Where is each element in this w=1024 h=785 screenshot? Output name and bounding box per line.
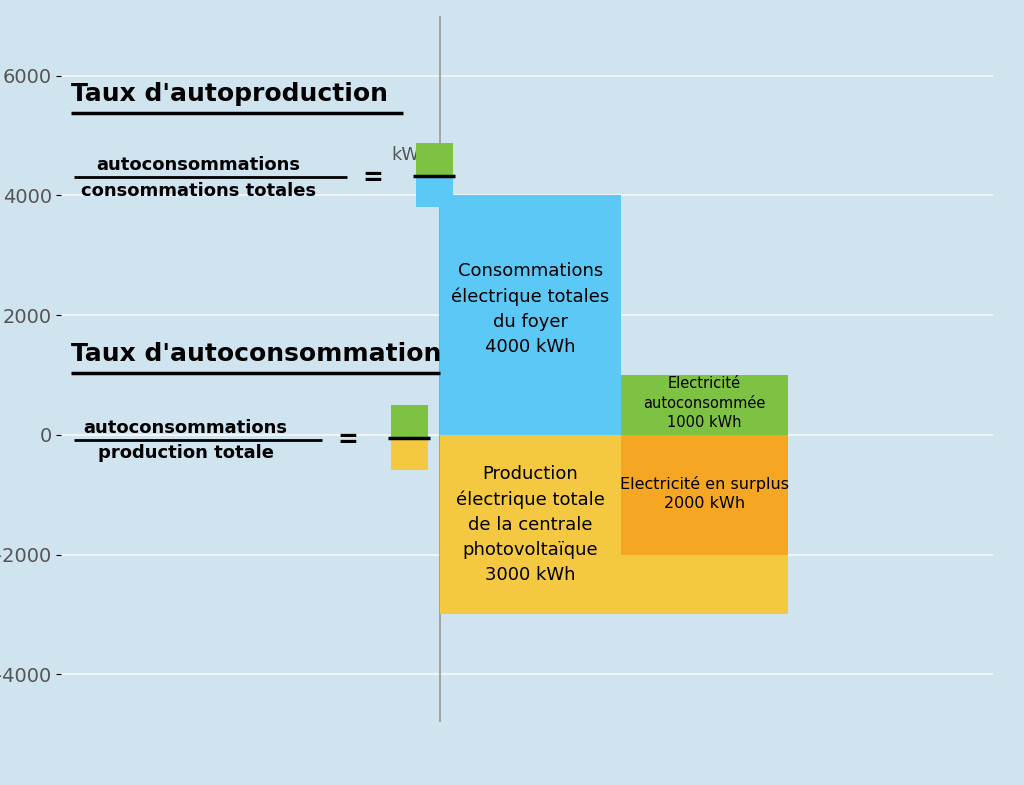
Text: =: =	[362, 166, 383, 190]
Text: Electricité en surplus
2000 kWh: Electricité en surplus 2000 kWh	[620, 476, 788, 511]
Text: consommations totales: consommations totales	[81, 181, 315, 199]
Text: autoconsommations: autoconsommations	[96, 156, 300, 174]
Text: =: =	[337, 428, 358, 452]
Text: Taux d'autoconsommation: Taux d'autoconsommation	[72, 342, 441, 366]
Bar	[440, 435, 788, 615]
Bar	[391, 405, 428, 438]
Bar	[621, 375, 788, 435]
Text: Electricité
autoconsommée
1000 kWh: Electricité autoconsommée 1000 kWh	[643, 376, 766, 430]
Bar	[440, 195, 621, 435]
Bar	[391, 440, 428, 469]
Text: production totale: production totale	[97, 444, 273, 462]
Text: Consommations
électrique totales
du foyer
4000 kWh: Consommations électrique totales du foye…	[452, 262, 609, 356]
Bar	[621, 435, 788, 554]
Bar	[416, 143, 453, 176]
Text: Production
électrique totale
de la centrale
photovoltaïque
3000 kWh: Production électrique totale de la centr…	[456, 466, 605, 584]
Text: autoconsommations: autoconsommations	[84, 418, 288, 436]
Bar	[416, 177, 453, 207]
Text: kWh: kWh	[391, 145, 430, 163]
Text: Taux d'autoproduction: Taux d'autoproduction	[72, 82, 388, 105]
